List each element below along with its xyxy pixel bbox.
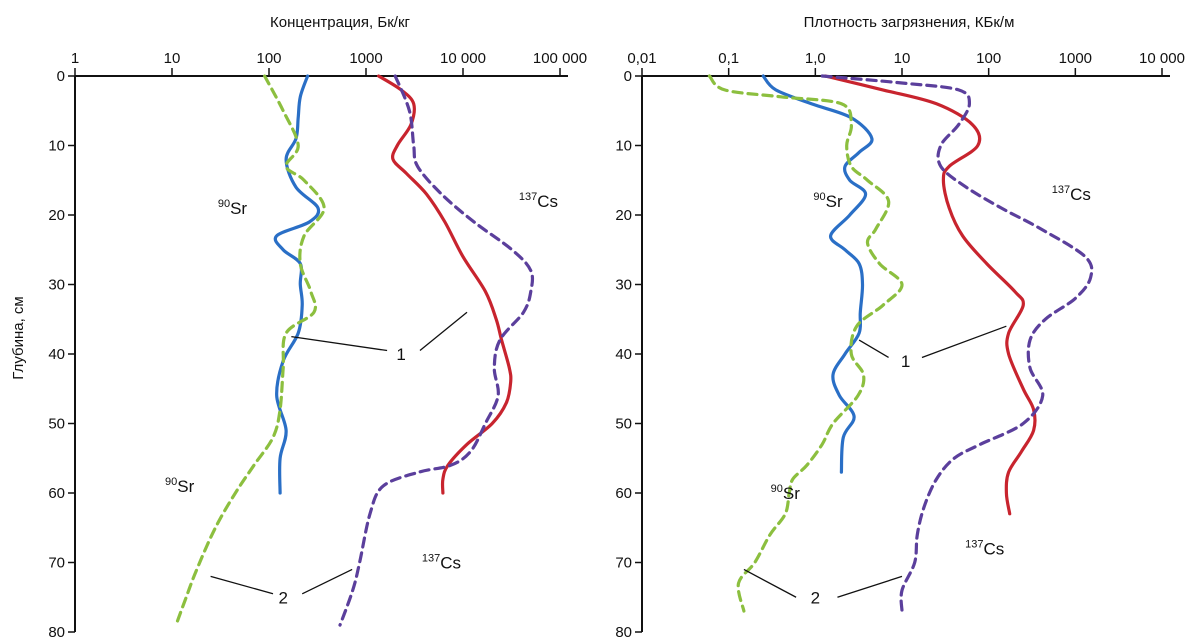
isotope-label: 90Sr [813, 191, 843, 211]
x-tick-label: 1000 [1059, 50, 1092, 67]
leader-line [921, 325, 1007, 359]
leader-line [301, 568, 353, 595]
depth-axis-label: Глубина, см [10, 296, 27, 379]
x-tick-label: 1 [71, 50, 79, 67]
leader-line [858, 339, 889, 359]
y-tick-label: 70 [615, 555, 632, 572]
group-number-label: 2 [811, 588, 820, 607]
y-tick-label: 60 [615, 485, 632, 502]
leader-line [210, 575, 274, 595]
isotope-label: 90Sr [165, 476, 195, 496]
sr-dashed-line [707, 74, 904, 613]
x-tick-label: 0,01 [627, 50, 656, 67]
isotope-label: 137Cs [519, 191, 558, 211]
isotope-label: 137Cs [965, 539, 1004, 559]
x-tick-label: 10 [164, 50, 181, 67]
y-tick-label: 10 [48, 138, 65, 155]
x-tick-label: 100 [976, 50, 1001, 67]
x-tick-label: 100 [256, 50, 281, 67]
y-tick-label: 60 [48, 485, 65, 502]
isotope-label: 137Cs [422, 553, 461, 573]
x-tick-label: 1,0 [805, 50, 826, 67]
concentration-axis-title: Концентрация, Бк/кг [270, 14, 411, 31]
x-tick-label: 10 [894, 50, 911, 67]
x-tick-label: 1000 [349, 50, 382, 67]
sr-solid-line [761, 74, 874, 474]
isotope-label: 90Sr [218, 198, 248, 218]
group-number-label: 1 [901, 352, 910, 371]
cs-solid-line [823, 74, 1037, 516]
leader-line [291, 335, 388, 352]
y-tick-label: 40 [615, 346, 632, 363]
isotope-label: 90Sr [771, 483, 801, 503]
y-tick-label: 10 [615, 138, 632, 155]
x-tick-label: 100 000 [533, 50, 587, 67]
isotope-label: 137Cs [1052, 184, 1091, 204]
x-tick-label: 10 000 [1139, 50, 1185, 67]
group-number-label: 1 [396, 345, 405, 364]
y-tick-label: 80 [48, 624, 65, 641]
y-tick-label: 20 [48, 207, 65, 224]
y-tick-label: 20 [615, 207, 632, 224]
y-tick-label: 0 [57, 68, 65, 85]
cs-dashed-line [338, 74, 535, 627]
sr-dashed-line [174, 74, 326, 627]
y-tick-label: 0 [624, 68, 632, 85]
y-tick-label: 50 [48, 416, 65, 433]
y-tick-label: 80 [615, 624, 632, 641]
cs-solid-line [377, 74, 513, 495]
y-tick-label: 30 [48, 277, 65, 294]
cs-dashed-line [820, 74, 1094, 613]
y-tick-label: 40 [48, 346, 65, 363]
y-tick-label: 50 [615, 416, 632, 433]
contamination-density-panel: Плотность загрязнения, КБк/м 0,01 0,1 1,0 1… [615, 14, 1185, 641]
y-tick-label: 30 [615, 277, 632, 294]
x-tick-label: 0,1 [718, 50, 739, 67]
leader-line [837, 575, 903, 598]
leader-line [743, 568, 797, 598]
concentration-panel: Концентрация, Бк/кг 1 10 100 1000 10 000 100 … [48, 14, 587, 641]
group-number-label: 2 [278, 588, 287, 607]
leader-line [419, 311, 468, 352]
y-tick-label: 70 [48, 555, 65, 572]
x-tick-label: 10 000 [440, 50, 486, 67]
contamination-density-axis-title: Плотность загрязнения, КБк/м [804, 14, 1015, 31]
